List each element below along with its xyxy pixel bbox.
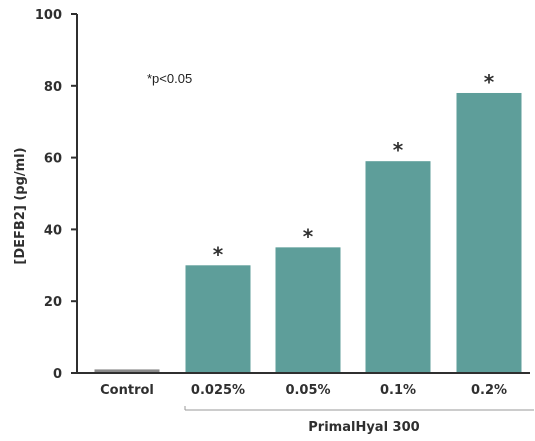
y-tick-label: 60 (44, 152, 62, 167)
y-tick-label: 40 (44, 223, 62, 238)
bar-0-1pct (365, 161, 431, 373)
bars (94, 92, 522, 373)
y-tick-label: 100 (35, 8, 62, 23)
significance-marker: * (303, 224, 314, 248)
x-tick-label: 0.025% (191, 383, 245, 398)
y-tick-label: 0 (53, 367, 62, 382)
x-axis: Control 0.025% 0.05% 0.1% 0.2% (77, 372, 530, 398)
significance-marker: * (484, 70, 495, 94)
y-tick-label: 20 (44, 295, 62, 310)
bar-0-025pct (185, 265, 251, 373)
bar-0-2pct (456, 92, 522, 373)
bar-control (94, 369, 160, 373)
group-label: PrimalHyal 300 (308, 420, 419, 435)
significance-markers: * * * * (213, 70, 495, 266)
x-tick-label: 0.05% (285, 383, 330, 398)
significance-annotation: *p<0.05 (147, 71, 192, 86)
significance-marker: * (393, 138, 404, 162)
y-axis: 0 20 40 60 80 100 (35, 8, 78, 382)
y-axis-title: [DEFB2] (pg/ml) (13, 147, 28, 264)
bar-0-05pct (275, 247, 341, 373)
y-tick-label: 80 (44, 80, 62, 95)
x-tick-label: Control (100, 383, 154, 398)
x-tick-label: 0.2% (471, 383, 507, 398)
significance-marker: * (213, 242, 224, 266)
group-bracket (184, 406, 534, 411)
x-tick-label: 0.1% (380, 383, 416, 398)
